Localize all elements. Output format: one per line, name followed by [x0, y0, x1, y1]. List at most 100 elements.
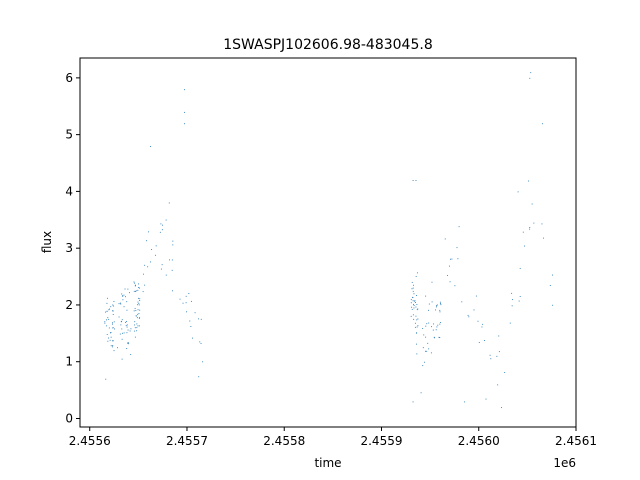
data-point: [410, 299, 412, 301]
data-point: [412, 401, 414, 403]
data-point: [136, 327, 138, 329]
data-point: [144, 264, 146, 266]
data-point: [138, 297, 140, 299]
data-point: [108, 337, 109, 339]
data-point: [138, 283, 139, 285]
data-point: [123, 332, 125, 334]
data-point: [106, 302, 108, 304]
data-point: [411, 308, 413, 310]
data-point: [524, 245, 525, 247]
data-point: [200, 342, 202, 344]
data-point: [172, 244, 174, 246]
y-tick-label: 6: [65, 71, 73, 85]
data-point: [425, 350, 426, 352]
data-point: [126, 301, 128, 303]
data-point: [411, 288, 413, 290]
data-point: [134, 327, 136, 329]
data-point: [110, 332, 111, 334]
data-point: [186, 311, 187, 313]
data-point: [126, 348, 128, 349]
data-point: [431, 326, 432, 328]
data-point: [161, 224, 163, 226]
data-point: [172, 240, 174, 242]
data-point: [416, 309, 418, 311]
data-point: [490, 358, 492, 360]
data-point: [436, 305, 438, 307]
data-point: [413, 318, 415, 320]
x-tick-label: 2.4558: [263, 434, 305, 448]
data-point: [449, 281, 451, 283]
data-point: [125, 325, 127, 327]
data-point: [446, 274, 448, 276]
x-tick-label: 2.4560: [458, 434, 500, 448]
data-point: [118, 316, 120, 318]
data-point: [161, 264, 163, 266]
data-point: [113, 321, 115, 323]
data-point: [485, 398, 487, 400]
data-point: [135, 290, 136, 292]
data-point: [477, 320, 479, 322]
data-point: [155, 245, 157, 247]
data-point: [475, 295, 477, 297]
data-point: [425, 336, 427, 338]
data-point: [456, 247, 458, 249]
data-point: [121, 328, 123, 330]
data-point: [417, 318, 419, 320]
data-point: [185, 302, 187, 304]
data-point: [541, 223, 543, 225]
data-point: [522, 231, 524, 233]
data-point: [125, 321, 126, 323]
data-point: [420, 392, 422, 394]
data-point: [413, 303, 414, 305]
data-point: [108, 327, 110, 329]
data-point: [461, 301, 463, 303]
data-point: [425, 295, 427, 297]
data-point: [552, 304, 554, 306]
data-point: [110, 332, 112, 333]
data-point: [142, 291, 144, 293]
data-point: [517, 191, 519, 193]
data-point: [200, 318, 202, 320]
data-point: [138, 303, 140, 305]
data-point: [128, 343, 130, 345]
data-point: [431, 281, 433, 283]
data-point: [165, 274, 167, 276]
data-point: [413, 300, 415, 302]
data-point: [105, 311, 107, 313]
data-point: [144, 284, 146, 286]
data-point: [151, 249, 153, 250]
data-point: [412, 180, 414, 181]
data-point: [498, 335, 500, 337]
data-point: [426, 350, 428, 352]
data-point: [416, 332, 418, 334]
data-point: [427, 342, 429, 344]
x-tick-label: 2.4556: [69, 434, 111, 448]
data-point: [528, 180, 530, 182]
data-point: [431, 301, 433, 303]
data-point: [501, 407, 503, 409]
data-point: [440, 322, 442, 323]
data-point: [415, 315, 417, 317]
data-point: [108, 309, 110, 311]
data-point: [414, 300, 416, 302]
y-axis: 0 1 2 3 4 5 6: [65, 71, 80, 425]
data-point: [464, 401, 466, 403]
data-point: [136, 323, 138, 325]
data-point: [134, 336, 136, 338]
data-point: [192, 337, 193, 339]
data-point: [413, 293, 415, 295]
y-tick-label: 5: [65, 128, 73, 142]
data-point: [426, 323, 428, 325]
data-point: [451, 258, 453, 260]
data-point: [199, 341, 201, 343]
data-point: [449, 265, 450, 267]
data-point: [122, 295, 124, 297]
data-point: [529, 227, 531, 228]
data-point: [139, 317, 141, 319]
data-point: [150, 145, 151, 147]
x-tick-label: 2.4557: [166, 434, 208, 448]
data-point: [134, 307, 136, 309]
data-point: [533, 222, 535, 224]
data-point: [184, 89, 185, 91]
data-point: [440, 304, 442, 306]
